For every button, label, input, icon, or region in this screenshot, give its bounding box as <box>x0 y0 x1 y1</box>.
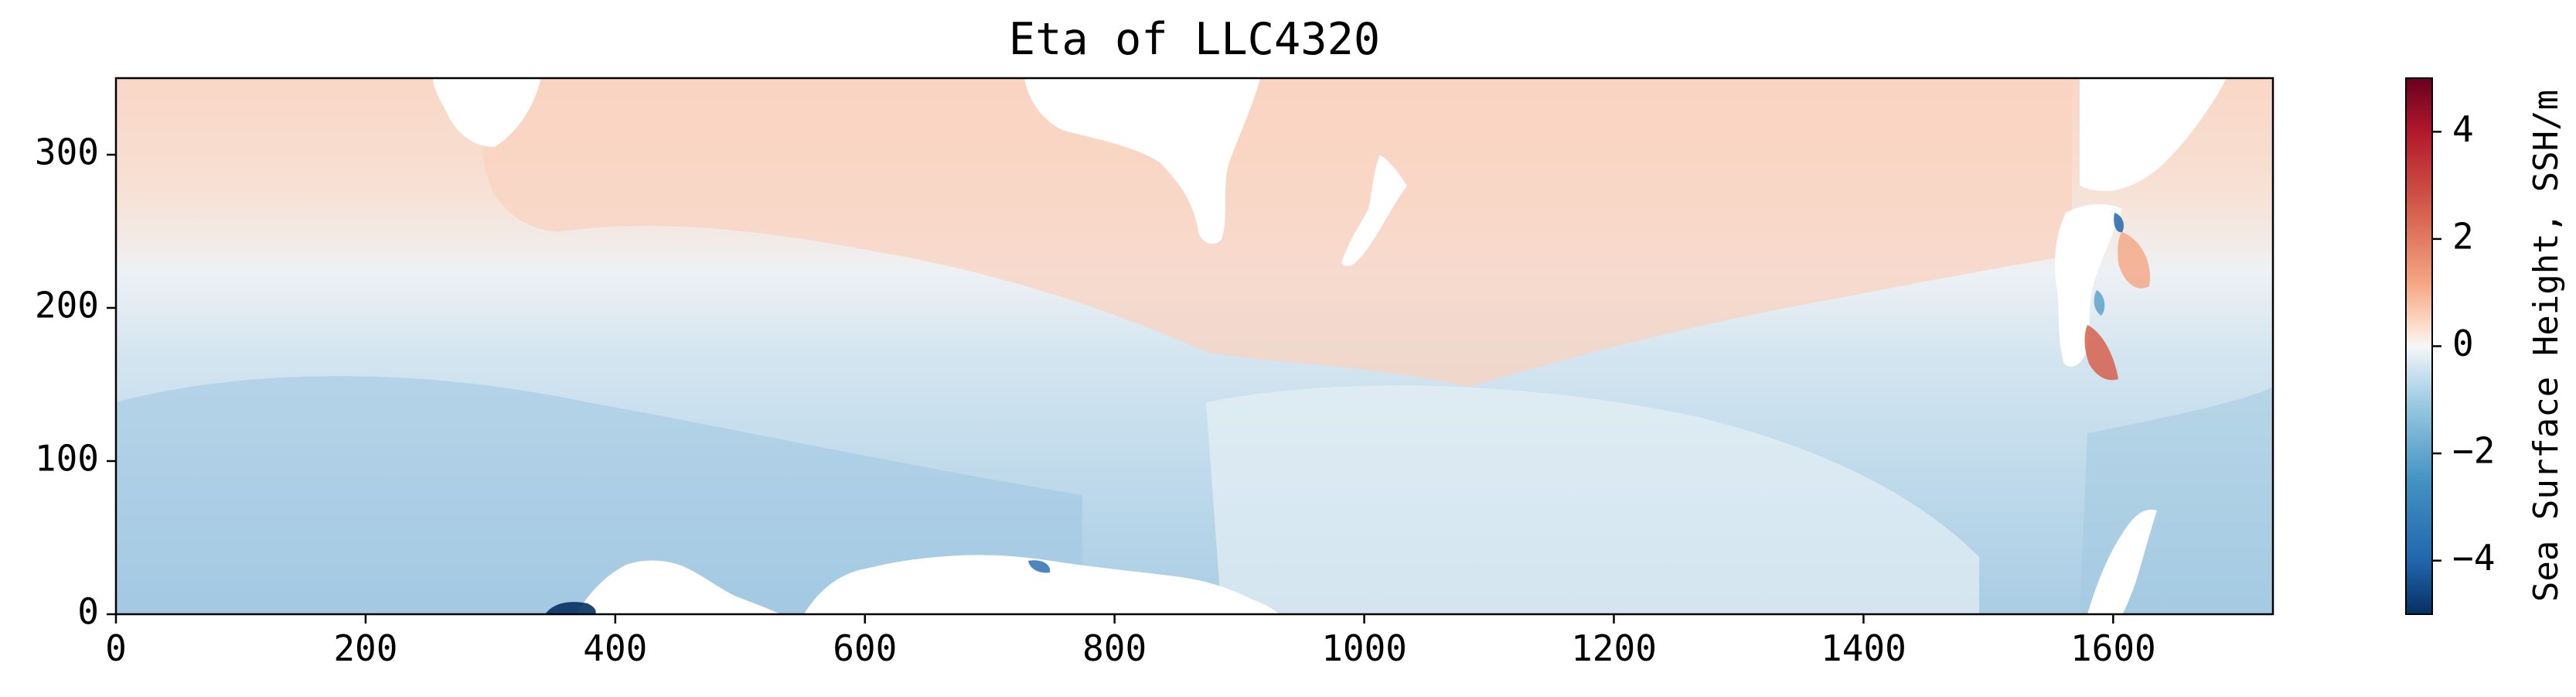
positive-anomaly-east <box>2084 325 2118 381</box>
land-top-1 <box>433 78 541 147</box>
negative-anomaly-coast-2 <box>1028 560 1051 573</box>
colorbar-tick-label: 0 <box>2452 323 2474 364</box>
x-tick-label: 1200 <box>1571 627 1657 669</box>
x-tick-label: 200 <box>333 627 397 669</box>
chart-title: Eta of LLC4320 <box>1009 14 1380 65</box>
colorbar-tick-label: −2 <box>2452 430 2495 472</box>
positive-anomaly-band <box>482 78 2072 387</box>
x-tick-label: 600 <box>833 627 897 669</box>
positive-anomaly-east-2 <box>2118 232 2150 289</box>
x-tick-label: 400 <box>583 627 647 669</box>
x-tick-label: 1400 <box>1821 627 1906 669</box>
colorbar <box>2405 77 2433 615</box>
colorbar-tick-label: −4 <box>2452 537 2495 579</box>
x-tick-label: 800 <box>1082 627 1147 669</box>
land-top-right <box>2080 78 2227 192</box>
land-bottom-2 <box>804 555 1279 614</box>
y-tick-label: 0 <box>77 591 99 633</box>
x-axis: 0 200 400 600 800 1000 1200 1400 1600 <box>105 614 2156 669</box>
x-tick-label: 1600 <box>2070 627 2156 669</box>
colorbar-axis: −4 −2 0 2 4 <box>2432 108 2495 579</box>
negative-anomaly-southwest <box>116 376 1082 614</box>
negative-anomaly-coast <box>545 602 596 614</box>
negative-anomaly-east <box>2114 213 2124 233</box>
y-tick-label: 100 <box>35 438 99 480</box>
land-top-2 <box>1024 78 1260 244</box>
y-tick-label: 300 <box>35 132 99 173</box>
land-top-3 <box>1341 155 1407 266</box>
heatmap-field <box>116 78 2273 614</box>
y-tick-label: 200 <box>35 285 99 326</box>
x-tick-label: 1000 <box>1321 627 1407 669</box>
x-tick-label: 0 <box>105 627 127 669</box>
land-bottom-3 <box>2087 509 2157 614</box>
y-axis: 0 100 200 300 <box>35 132 116 633</box>
land-east-coast <box>2055 203 2122 367</box>
colorbar-tick-label: 2 <box>2452 215 2474 257</box>
negative-anomaly-east-2 <box>2094 290 2105 316</box>
neutral-patch <box>1206 385 1979 614</box>
plot-frame <box>114 77 2274 616</box>
colorbar-label: Sea Surface Height, SSH/m <box>2527 90 2566 602</box>
colorbar-tick-label: 4 <box>2452 108 2474 150</box>
land-bottom-1 <box>576 560 781 614</box>
